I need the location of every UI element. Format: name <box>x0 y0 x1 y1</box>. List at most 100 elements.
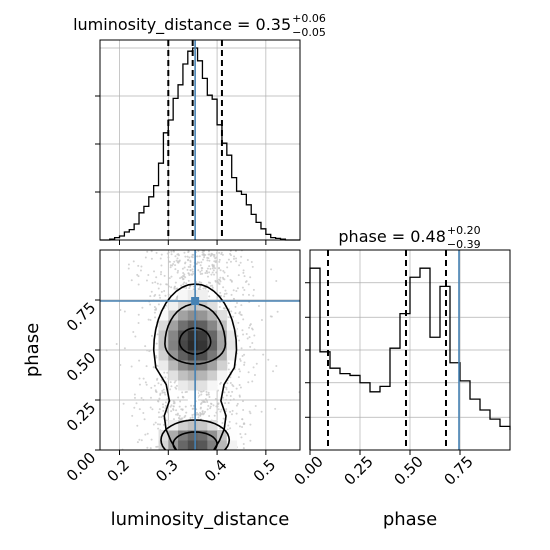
scatter-point <box>213 254 216 257</box>
scatter-point <box>166 252 169 255</box>
scatter-point <box>136 273 139 276</box>
scatter-point <box>144 345 147 348</box>
scatter-point <box>274 407 277 410</box>
scatter-point <box>204 271 207 274</box>
scatter-point <box>175 296 178 299</box>
scatter-point <box>235 290 238 293</box>
scatter-point <box>200 393 203 396</box>
heatmap-cell <box>187 390 199 401</box>
scatter-point <box>179 277 182 280</box>
luminosity-distance-title: luminosity_distance = 0.35 <box>73 15 291 35</box>
scatter-point <box>191 407 194 410</box>
scatter-point <box>199 414 202 417</box>
scatter-point <box>243 363 246 366</box>
scatter-point <box>140 397 143 400</box>
scatter-point <box>219 410 222 413</box>
heatmap-cell <box>158 320 169 331</box>
scatter-point <box>248 326 251 329</box>
scatter-point <box>199 286 202 289</box>
scatter-point <box>160 416 163 419</box>
scatter-point <box>214 267 217 270</box>
scatter-point <box>159 423 162 426</box>
scatter-point <box>161 391 164 394</box>
scatter-point <box>159 283 162 286</box>
luminosity-distance-minus-error: −0.05 <box>292 26 326 39</box>
scatter-point <box>255 362 258 365</box>
scatter-point <box>252 288 255 291</box>
scatter-point <box>146 432 149 435</box>
scatter-point <box>243 353 246 356</box>
heatmap-cell <box>187 370 199 381</box>
scatter-point <box>217 281 220 284</box>
heatmap-cell <box>197 360 208 371</box>
scatter-point <box>175 413 178 416</box>
phase-minus-error: −0.39 <box>447 238 481 251</box>
scatter-point <box>145 279 148 282</box>
contour-lower-mode <box>172 431 218 450</box>
scatter-point <box>227 424 230 427</box>
scatter-point <box>180 276 183 279</box>
scatter-point <box>191 273 194 276</box>
scatter-point <box>219 269 222 272</box>
scatter-point <box>182 272 185 275</box>
scatter-point <box>218 279 221 282</box>
scatter-point <box>138 408 141 411</box>
scatter-point <box>249 439 252 442</box>
scatter-point <box>232 398 235 401</box>
scatter-point <box>182 277 185 280</box>
scatter-point <box>224 402 227 405</box>
scatter-point <box>136 424 139 427</box>
scatter-point <box>187 279 190 282</box>
scatter-point <box>211 271 214 274</box>
scatter-point <box>157 400 160 403</box>
scatter-point <box>247 371 250 374</box>
scatter-point <box>173 260 176 263</box>
phase-plus-error: +0.20 <box>447 224 481 237</box>
scatter-point <box>202 253 205 256</box>
scatter-point <box>246 258 249 261</box>
heatmap-cell <box>187 420 199 431</box>
scatter-point <box>135 402 138 405</box>
heatmap-cell <box>207 420 218 431</box>
heatmap-cell <box>207 440 218 450</box>
heatmap-cell <box>178 440 189 450</box>
scatter-point <box>191 413 194 416</box>
scatter-point <box>203 400 206 403</box>
heatmap-cell <box>207 300 218 311</box>
scatter-point <box>170 253 173 256</box>
scatter-point <box>188 256 191 259</box>
scatter-point <box>249 412 252 415</box>
scatter-point <box>157 423 160 426</box>
scatter-point <box>175 409 178 412</box>
scatter-point <box>188 287 191 290</box>
histogram-step-line <box>100 47 300 241</box>
scatter-point <box>149 318 152 321</box>
scatter-point <box>205 270 208 273</box>
scatter-point <box>164 376 167 379</box>
heatmap-cell <box>187 340 199 351</box>
scatter-point <box>160 270 163 273</box>
scatter-point <box>242 269 245 272</box>
scatter-point <box>178 405 181 408</box>
scatter-point <box>238 312 241 315</box>
scatter-point <box>246 337 249 340</box>
y-tick-label: 0.75 <box>63 299 99 335</box>
scatter-point <box>231 409 234 412</box>
scatter-point <box>232 315 235 318</box>
scatter-point <box>196 255 199 258</box>
heatmap-cell <box>187 360 199 371</box>
scatter-point <box>161 389 164 392</box>
scatter-point <box>157 287 160 290</box>
heatmap-cell <box>168 370 179 381</box>
scatter-point <box>143 418 146 421</box>
heatmap-cell <box>226 340 238 351</box>
scatter-point <box>166 371 169 374</box>
scatter-point <box>225 398 228 401</box>
scatter-point <box>155 391 158 394</box>
heatmap-cell <box>207 330 218 341</box>
scatter-point <box>204 398 207 401</box>
scatter-point <box>133 406 136 409</box>
scatter-point <box>184 405 187 408</box>
scatter-point <box>240 436 243 439</box>
scatter-point <box>132 330 135 333</box>
